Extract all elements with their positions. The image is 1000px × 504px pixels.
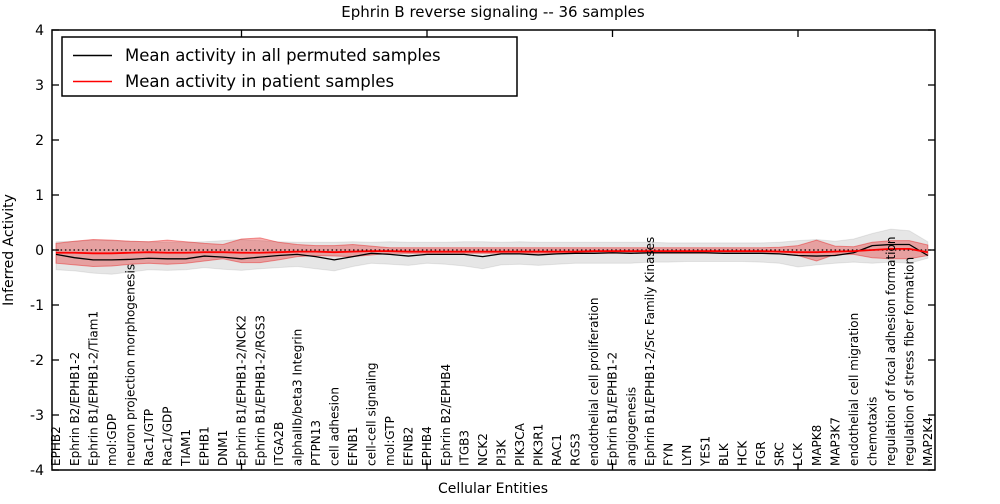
category-label: cell-cell signaling <box>365 363 379 467</box>
category-label: chemotaxis <box>865 397 879 466</box>
legend-label-permuted: Mean activity in all permuted samples <box>125 46 441 65</box>
category-label: Ephrin B1/EPHB1-2/Src Family Kinases <box>643 237 657 466</box>
category-label: TIAM1 <box>179 429 193 467</box>
y-tick-label: 4 <box>35 23 44 39</box>
category-label: SRC <box>773 442 787 466</box>
category-label: alphaIIb/beta3 Integrin <box>290 329 304 466</box>
y-tick-label: -1 <box>30 298 44 314</box>
series-lines-layer <box>52 243 935 261</box>
y-tick-label: -3 <box>30 408 44 424</box>
y-tick-label: 2 <box>35 133 44 149</box>
category-label: DNM1 <box>216 430 230 466</box>
category-label: Ephrin B1/EPHB1-2/RGS3 <box>253 315 267 466</box>
category-label: mol:GTP <box>383 416 397 466</box>
category-label: PI3K <box>494 439 508 466</box>
category-label: LYN <box>680 445 694 466</box>
y-tick-label: 1 <box>35 188 44 204</box>
category-label: FGR <box>754 441 768 466</box>
category-label: Ephrin B1/EPHB1-2/Tiam1 <box>86 311 100 466</box>
category-label: EPHB4 <box>420 426 434 466</box>
legend-box <box>61 36 518 97</box>
category-label: HCK <box>736 440 750 466</box>
y-tick-label: -4 <box>30 463 44 479</box>
category-label: MAP3K7 <box>828 417 842 466</box>
category-label: MAPK8 <box>810 425 824 466</box>
plot-frame <box>51 29 936 471</box>
category-label: Ephrin B1/EPHB1-2/NCK2 <box>235 315 249 466</box>
y-tick-label: 3 <box>35 78 44 94</box>
category-label: Rac1/GDP <box>161 407 175 466</box>
category-label: NCK2 <box>476 433 490 466</box>
category-label: Ephrin B2/EPHB4 <box>439 364 453 466</box>
legend: Mean activity in all permuted samples Me… <box>61 36 518 97</box>
y-tick-label: 0 <box>35 243 44 259</box>
category-label: FYN <box>661 443 675 466</box>
category-label: MAP2K4 <box>921 417 935 466</box>
category-label: EPHB1 <box>198 426 212 466</box>
category-label: endothelial cell migration <box>847 313 861 466</box>
patient-mean-line <box>56 247 929 255</box>
x-axis-title: Cellular Entities <box>438 481 548 497</box>
category-label: PIK3R1 <box>532 424 546 466</box>
category-label: EFNB2 <box>402 427 416 466</box>
category-label: BLK <box>717 442 731 466</box>
category-label: RAC1 <box>550 434 564 466</box>
category-label: angiogenesis <box>624 387 638 466</box>
category-label: neuron projection morphogenesis <box>123 264 137 466</box>
category-label: mol:GDP <box>105 414 119 466</box>
category-label: endothelial cell proliferation <box>587 298 601 466</box>
category-label: cell adhesion <box>327 387 341 466</box>
category-label: PTPN13 <box>309 420 323 466</box>
category-label: ITGA2B <box>272 422 286 466</box>
y-axis-title: Inferred Activity <box>1 194 17 306</box>
category-label: regulation of stress fiber formation <box>903 257 917 466</box>
legend-label-patient: Mean activity in patient samples <box>125 72 394 91</box>
category-label: ITGB3 <box>457 430 471 466</box>
category-label: Ephrin B1/EPHB1-2 <box>606 352 620 466</box>
category-label: YES1 <box>698 436 712 467</box>
category-label: PIK3CA <box>513 422 527 466</box>
category-label: Ephrin B2/EPHB1-2 <box>68 352 82 466</box>
category-label: regulation of focal adhesion formation <box>884 237 898 466</box>
permuted-mean-line <box>55 243 929 261</box>
chart-title: Ephrin B reverse signaling -- 36 samples <box>341 3 645 21</box>
y-tick-label: -2 <box>30 353 44 369</box>
category-label: Rac1/GTP <box>142 409 156 466</box>
category-label: LCK <box>791 442 805 466</box>
category-label: RGS3 <box>569 433 583 466</box>
category-label: EFNB1 <box>346 427 360 466</box>
